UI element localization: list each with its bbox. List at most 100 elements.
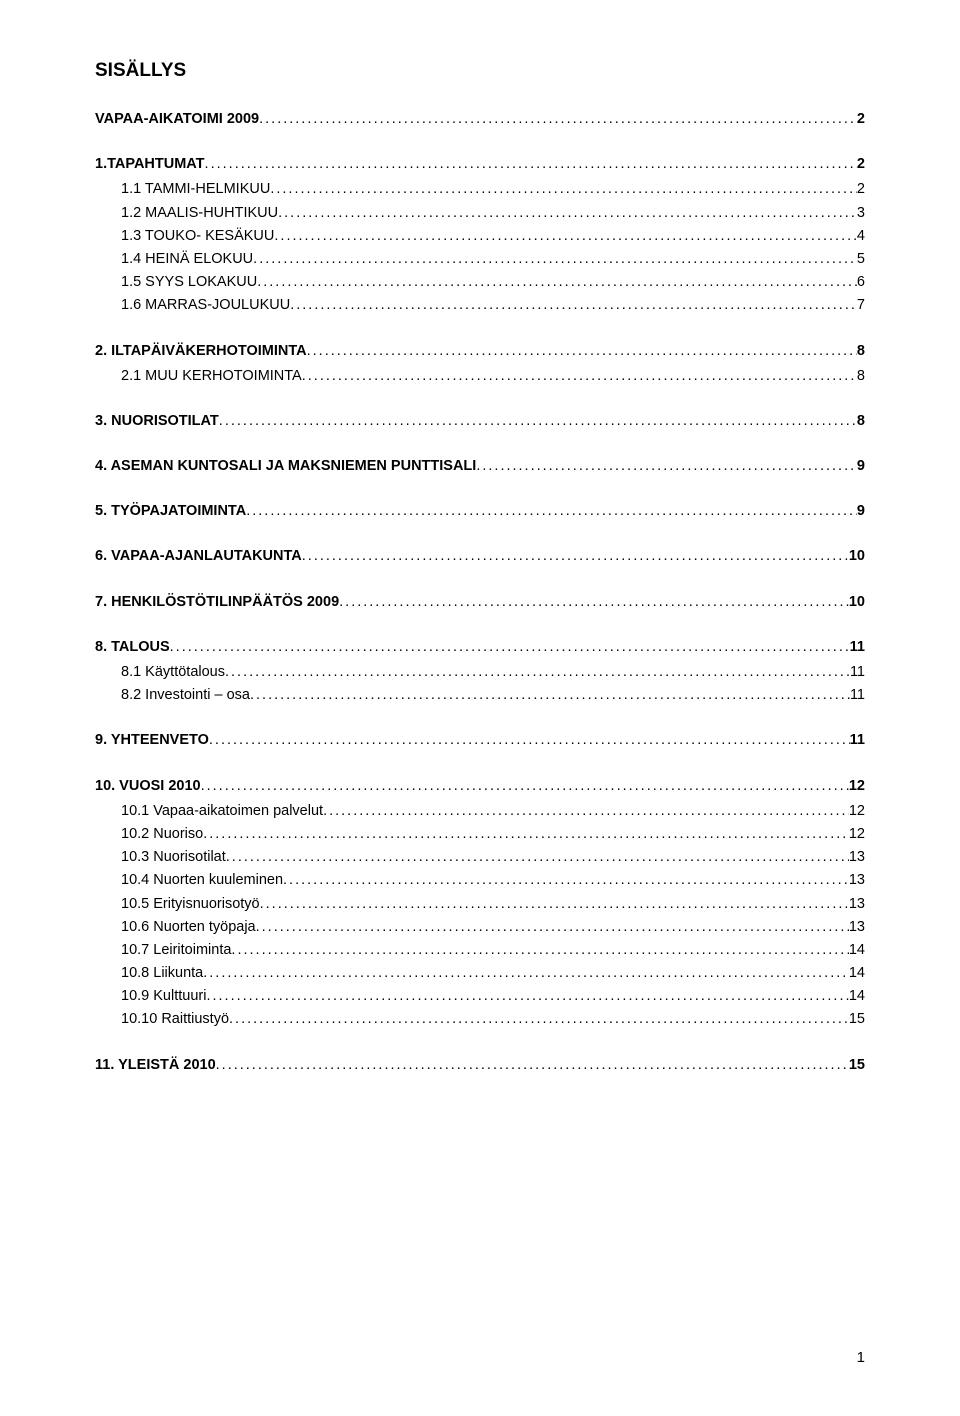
toc-entry-page: 11 — [850, 636, 865, 659]
toc-entry-label: 1.TAPAHTUMAT — [95, 153, 205, 176]
toc-entry-label: 1.5 SYYS LOKAKUU — [121, 271, 257, 294]
leader-dots — [278, 202, 857, 225]
toc-entry-label: 1.3 TOUKO- KESÄKUU — [121, 225, 274, 248]
toc-entry-page: 13 — [849, 846, 865, 869]
toc-entry-page: 8 — [857, 365, 865, 388]
toc-entry-label: 10. VUOSI 2010 — [95, 775, 201, 798]
leader-dots — [226, 846, 849, 869]
toc-entry-label: 10.8 Liikunta — [121, 962, 203, 985]
toc-entry-label: 8.1 Käyttötalous — [121, 661, 225, 684]
toc-entry-page: 13 — [849, 869, 865, 892]
toc-entry: 1.2 MAALIS-HUHTIKUU 3 — [95, 202, 865, 225]
toc-entry-page: 13 — [849, 916, 865, 939]
toc-entry: 1.1 TAMMI-HELMIKUU 2 — [95, 178, 865, 201]
toc-entry-page: 11 — [850, 661, 865, 684]
leader-dots — [209, 729, 850, 752]
toc-entry-label: 7. HENKILÖSTÖTILINPÄÄTÖS 2009 — [95, 591, 339, 614]
toc-entry-page: 2 — [857, 178, 865, 201]
toc-entry-label: 9. YHTEENVETO — [95, 729, 209, 752]
toc-entry: 10.10 Raittiustyö 15 — [95, 1008, 865, 1031]
toc-entry-label: 10.9 Kulttuuri — [121, 985, 206, 1008]
toc-entry-label: 3. NUORISOTILAT — [95, 410, 219, 433]
leader-dots — [339, 591, 849, 614]
toc-entry-label: 2.1 MUU KERHOTOIMINTA — [121, 365, 302, 388]
toc-entry-page: 12 — [849, 823, 865, 846]
toc-entry: 10.5 Erityisnuorisotyö 13 — [95, 893, 865, 916]
page-number: 1 — [857, 1349, 865, 1366]
toc-entry-page: 3 — [857, 202, 865, 225]
leader-dots — [170, 636, 850, 659]
toc-entry-page: 8 — [857, 410, 865, 433]
toc-entry: VAPAA-AIKATOIMI 2009 2 — [95, 108, 865, 131]
leader-dots — [302, 545, 849, 568]
toc-entry-label: 2. ILTAPÄIVÄKERHOTOIMINTA — [95, 340, 307, 363]
leader-dots — [203, 823, 849, 846]
toc-entry: 9. YHTEENVETO 11 — [95, 729, 865, 752]
toc-title: SISÄLLYS — [95, 60, 865, 82]
toc-entry-label: 1.6 MARRAS-JOULUKUU — [121, 294, 290, 317]
leader-dots — [205, 153, 857, 176]
toc-entry-page: 9 — [857, 455, 865, 478]
toc-entry: 10.1 Vapaa-aikatoimen palvelut 12 — [95, 800, 865, 823]
toc-entry: 10.3 Nuorisotilat 13 — [95, 846, 865, 869]
toc-entry-label: 10.3 Nuorisotilat — [121, 846, 226, 869]
toc-entry: 8. TALOUS 11 — [95, 636, 865, 659]
toc-entry-page: 12 — [849, 775, 865, 798]
leader-dots — [219, 410, 857, 433]
toc-entry: 2. ILTAPÄIVÄKERHOTOIMINTA 8 — [95, 340, 865, 363]
toc-entry-page: 6 — [857, 271, 865, 294]
toc-entry: 8.2 Investointi – osa 11 — [95, 684, 865, 707]
toc-entry: 10.6 Nuorten työpaja 13 — [95, 916, 865, 939]
leader-dots — [216, 1054, 849, 1077]
toc-entry-page: 2 — [857, 153, 865, 176]
toc-entry-page: 14 — [849, 962, 865, 985]
toc-entry-page: 9 — [857, 500, 865, 523]
toc-entry: 3. NUORISOTILAT 8 — [95, 410, 865, 433]
toc-entry: 1.6 MARRAS-JOULUKUU 7 — [95, 294, 865, 317]
toc-entry: 10.2 Nuoriso 12 — [95, 823, 865, 846]
table-of-contents: VAPAA-AIKATOIMI 2009 21.TAPAHTUMAT 21.1 … — [95, 108, 865, 1077]
toc-entry-label: 6. VAPAA-AJANLAUTAKUNTA — [95, 545, 302, 568]
toc-entry-label: 1.2 MAALIS-HUHTIKUU — [121, 202, 278, 225]
toc-entry: 6. VAPAA-AJANLAUTAKUNTA 10 — [95, 545, 865, 568]
toc-entry-label: 10.2 Nuoriso — [121, 823, 203, 846]
toc-entry-label: 10.10 Raittiustyö — [121, 1008, 229, 1031]
leader-dots — [257, 271, 857, 294]
leader-dots — [206, 985, 848, 1008]
document-page: SISÄLLYS VAPAA-AIKATOIMI 2009 2 1.TAPAHTU… — [0, 0, 960, 1416]
leader-dots — [246, 500, 857, 523]
toc-entry-label: 10.1 Vapaa-aikatoimen palvelut — [121, 800, 323, 823]
toc-entry: 10.9 Kulttuuri 14 — [95, 985, 865, 1008]
toc-entry: 8.1 Käyttötalous 11 — [95, 661, 865, 684]
leader-dots — [201, 775, 849, 798]
toc-entry: 5. TYÖPAJATOIMINTA 9 — [95, 500, 865, 523]
leader-dots — [274, 225, 857, 248]
toc-entry-page: 5 — [857, 248, 865, 271]
toc-entry-page: 14 — [849, 985, 865, 1008]
toc-entry-label: 1.4 HEINÄ ELOKUU — [121, 248, 253, 271]
toc-entry-page: 15 — [849, 1054, 865, 1077]
leader-dots — [283, 869, 849, 892]
toc-entry: 1.5 SYYS LOKAKUU 6 — [95, 271, 865, 294]
toc-entry-page: 14 — [849, 939, 865, 962]
leader-dots — [290, 294, 857, 317]
leader-dots — [253, 248, 857, 271]
toc-entry-page: 10 — [849, 591, 865, 614]
leader-dots — [260, 893, 849, 916]
toc-entry-label: 8. TALOUS — [95, 636, 170, 659]
toc-entry-page: 11 — [850, 684, 865, 707]
toc-entry-page: 15 — [849, 1008, 865, 1031]
toc-entry-label: 1.1 TAMMI-HELMIKUU — [121, 178, 270, 201]
toc-entry: 10.7 Leiritoiminta 14 — [95, 939, 865, 962]
toc-entry: 1.TAPAHTUMAT 2 — [95, 153, 865, 176]
toc-entry: 10. VUOSI 2010 12 — [95, 775, 865, 798]
toc-entry-page: 11 — [850, 729, 865, 752]
toc-entry: 10.4 Nuorten kuuleminen 13 — [95, 869, 865, 892]
toc-entry-page: 2 — [857, 108, 865, 131]
toc-entry-label: 10.7 Leiritoiminta — [121, 939, 231, 962]
toc-entry-page: 4 — [857, 225, 865, 248]
toc-entry-label: 10.5 Erityisnuorisotyö — [121, 893, 260, 916]
leader-dots — [302, 365, 857, 388]
leader-dots — [307, 340, 857, 363]
leader-dots — [259, 108, 857, 131]
